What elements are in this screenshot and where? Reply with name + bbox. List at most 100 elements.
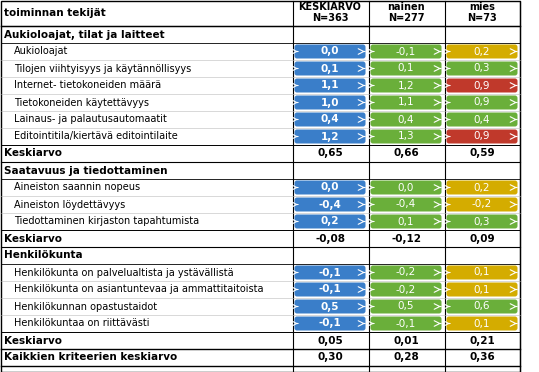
Text: Saatavuus ja tiedottaminen: Saatavuus ja tiedottaminen: [4, 166, 168, 176]
FancyBboxPatch shape: [370, 198, 441, 212]
FancyBboxPatch shape: [294, 282, 365, 296]
Text: 0,9: 0,9: [474, 80, 490, 90]
FancyBboxPatch shape: [446, 317, 517, 330]
FancyBboxPatch shape: [446, 45, 517, 58]
FancyBboxPatch shape: [294, 215, 365, 228]
Text: Tiedottaminen kirjaston tapahtumista: Tiedottaminen kirjaston tapahtumista: [14, 217, 199, 227]
Text: 0,3: 0,3: [474, 217, 490, 227]
FancyBboxPatch shape: [370, 299, 441, 314]
Text: Aineiston saannin nopeus: Aineiston saannin nopeus: [14, 183, 140, 192]
Text: -0,1: -0,1: [319, 285, 341, 295]
FancyBboxPatch shape: [294, 180, 365, 195]
Text: 0,59: 0,59: [469, 148, 495, 158]
Text: 0,2: 0,2: [474, 183, 490, 192]
Text: 0,4: 0,4: [474, 115, 490, 125]
Text: mies: mies: [469, 2, 495, 12]
FancyBboxPatch shape: [370, 215, 441, 228]
FancyBboxPatch shape: [370, 180, 441, 195]
FancyBboxPatch shape: [446, 112, 517, 126]
Text: Keskiarvo: Keskiarvo: [4, 336, 62, 346]
FancyBboxPatch shape: [370, 78, 441, 93]
Text: -0,2: -0,2: [472, 199, 492, 209]
Text: -0,08: -0,08: [315, 234, 345, 244]
Text: Aukioloajat: Aukioloajat: [14, 46, 68, 57]
FancyBboxPatch shape: [446, 266, 517, 279]
FancyBboxPatch shape: [446, 180, 517, 195]
FancyBboxPatch shape: [446, 198, 517, 212]
FancyBboxPatch shape: [370, 282, 441, 296]
Text: N=363: N=363: [312, 13, 348, 23]
Text: Henkilökuntaa on riittävästi: Henkilökuntaa on riittävästi: [14, 318, 149, 328]
FancyBboxPatch shape: [294, 96, 365, 109]
Text: 0,4: 0,4: [321, 115, 340, 125]
Text: 0,0: 0,0: [398, 183, 414, 192]
Text: Aineiston löydettävyys: Aineiston löydettävyys: [14, 199, 125, 209]
Text: 0,5: 0,5: [321, 301, 339, 311]
Text: Aukioloajat, tilat ja laitteet: Aukioloajat, tilat ja laitteet: [4, 29, 164, 39]
Text: 0,65: 0,65: [317, 148, 343, 158]
Text: 1,2: 1,2: [321, 131, 339, 141]
Text: 0,4: 0,4: [398, 115, 414, 125]
Text: 0,6: 0,6: [474, 301, 490, 311]
Text: Henkilökunta on palvelualtista ja ystävällistä: Henkilökunta on palvelualtista ja ystävä…: [14, 267, 233, 278]
FancyBboxPatch shape: [294, 61, 365, 76]
Text: 1,3: 1,3: [398, 131, 414, 141]
Text: 0,9: 0,9: [474, 97, 490, 108]
Text: 1,1: 1,1: [398, 97, 414, 108]
FancyBboxPatch shape: [294, 45, 365, 58]
Text: -0,1: -0,1: [396, 318, 416, 328]
FancyBboxPatch shape: [370, 61, 441, 76]
Text: 0,01: 0,01: [393, 336, 419, 346]
Text: Tietokoneiden käytettävyys: Tietokoneiden käytettävyys: [14, 97, 149, 108]
FancyBboxPatch shape: [370, 129, 441, 144]
Text: 0,5: 0,5: [398, 301, 414, 311]
Text: N=73: N=73: [467, 13, 497, 23]
Text: toiminnan tekijät: toiminnan tekijät: [4, 8, 106, 18]
Text: N=277: N=277: [388, 13, 424, 23]
Text: 0,9: 0,9: [474, 131, 490, 141]
Text: Lainaus- ja palautusautomaatit: Lainaus- ja palautusautomaatit: [14, 115, 167, 125]
Text: 0,1: 0,1: [474, 318, 490, 328]
FancyBboxPatch shape: [446, 61, 517, 76]
FancyBboxPatch shape: [294, 266, 365, 279]
FancyBboxPatch shape: [446, 129, 517, 144]
Text: 0,1: 0,1: [474, 285, 490, 295]
FancyBboxPatch shape: [370, 112, 441, 126]
Text: 0,66: 0,66: [393, 148, 419, 158]
Text: Keskiarvo: Keskiarvo: [4, 148, 62, 158]
FancyBboxPatch shape: [294, 317, 365, 330]
Text: Kaikkien kriteerien keskiarvo: Kaikkien kriteerien keskiarvo: [4, 353, 177, 362]
Text: Henkilökunta: Henkilökunta: [4, 250, 82, 260]
Text: 0,28: 0,28: [393, 353, 419, 362]
FancyBboxPatch shape: [370, 45, 441, 58]
Text: 0,2: 0,2: [474, 46, 490, 57]
FancyBboxPatch shape: [446, 78, 517, 93]
Text: -0,4: -0,4: [396, 199, 416, 209]
Text: 1,1: 1,1: [321, 80, 339, 90]
Text: Internet- tietokoneiden määrä: Internet- tietokoneiden määrä: [14, 80, 161, 90]
FancyBboxPatch shape: [446, 282, 517, 296]
Text: -0,4: -0,4: [319, 199, 341, 209]
Text: KESKIARVO: KESKIARVO: [299, 2, 362, 12]
Text: 0,09: 0,09: [469, 234, 495, 244]
FancyBboxPatch shape: [294, 78, 365, 93]
Text: 0,21: 0,21: [469, 336, 495, 346]
Text: 0,0: 0,0: [321, 183, 339, 192]
FancyBboxPatch shape: [370, 96, 441, 109]
Text: nainen: nainen: [387, 2, 425, 12]
Text: 0,1: 0,1: [474, 267, 490, 278]
FancyBboxPatch shape: [370, 317, 441, 330]
Text: 0,3: 0,3: [474, 64, 490, 74]
Text: -0,12: -0,12: [391, 234, 421, 244]
Text: 0,2: 0,2: [321, 217, 339, 227]
FancyBboxPatch shape: [294, 112, 365, 126]
Text: 0,1: 0,1: [398, 64, 414, 74]
FancyBboxPatch shape: [446, 96, 517, 109]
Text: 1,0: 1,0: [321, 97, 339, 108]
Text: -0,2: -0,2: [396, 267, 416, 278]
FancyBboxPatch shape: [294, 198, 365, 212]
Text: 0,0: 0,0: [321, 46, 339, 57]
Text: 0,1: 0,1: [398, 217, 414, 227]
Text: Henkilökunnan opastustaidot: Henkilökunnan opastustaidot: [14, 301, 157, 311]
Text: Editointitila/kiertävä editointilaite: Editointitila/kiertävä editointilaite: [14, 131, 178, 141]
